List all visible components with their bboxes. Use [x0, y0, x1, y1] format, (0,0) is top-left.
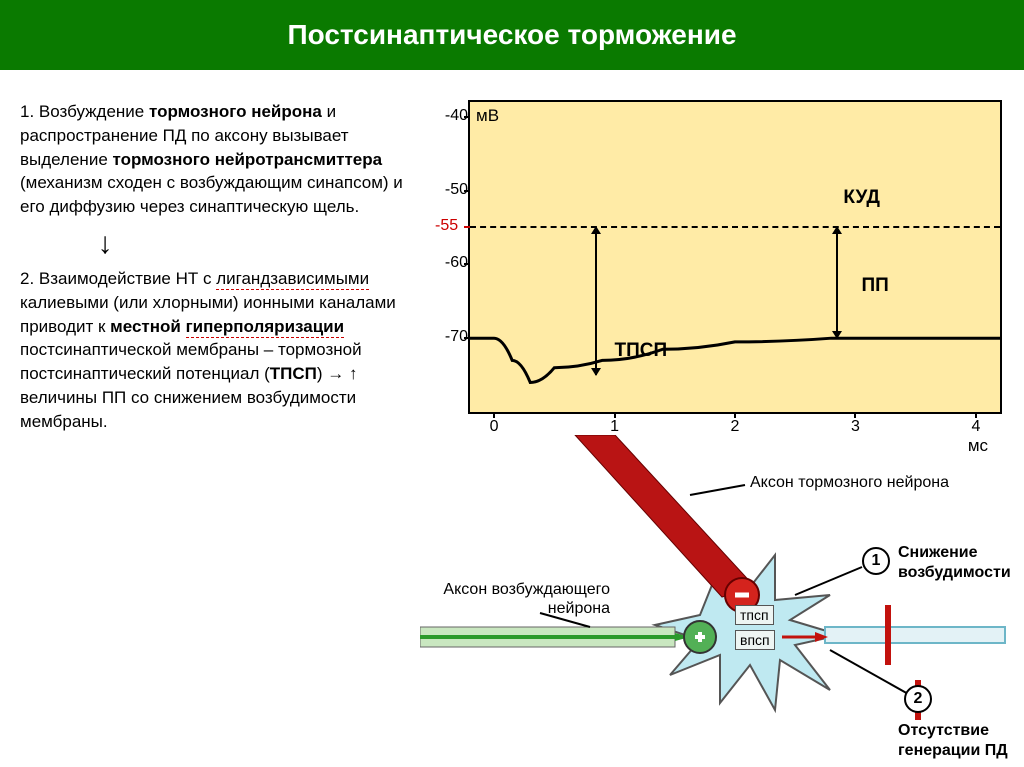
p2-red2: гиперполяризации: [186, 317, 344, 336]
xtick-label: 2: [731, 418, 740, 436]
chart-curve: [470, 102, 1000, 412]
text-column: 1. Возбуждение тормозного нейрона и расп…: [20, 100, 420, 444]
label-inhib-axon: Аксон тормозного нейрона: [750, 473, 949, 492]
kud-label: КУД: [843, 187, 879, 209]
tpsp-box: тпсп: [735, 605, 774, 625]
header: Постсинаптическое торможение: [0, 0, 1024, 70]
pointer-line-2: [830, 650, 910, 695]
label-nogen-b: генерации ПД: [898, 741, 1008, 760]
p2-red1: лигандзависимыми: [216, 269, 369, 288]
red-threshold-label: -55: [435, 217, 458, 235]
p1-bold2: тормозного нейротрансмиттера: [113, 150, 383, 169]
ytick-label: -60: [434, 254, 468, 272]
label-reduce-a: Снижение: [898, 543, 977, 562]
marker-1: 1: [862, 547, 890, 575]
point-1: 1. Возбуждение тормозного нейрона и расп…: [20, 100, 420, 219]
tpsp-chart: мВ мс -40-50-60-70-5501234КУДППТПСП: [468, 100, 1002, 414]
ytick-label: -70: [434, 328, 468, 346]
label-nogen-a: Отсутствие: [898, 721, 989, 740]
xtick-label: 1: [610, 418, 619, 436]
ytick-label: -50: [434, 181, 468, 199]
marker-2: 2: [904, 685, 932, 713]
xtick-label: 0: [490, 418, 499, 436]
figure-column: мВ мс -40-50-60-70-5501234КУДППТПСП: [420, 100, 1014, 444]
p1-bold1: тормозного нейрона: [149, 102, 327, 121]
content: 1. Возбуждение тормозного нейрона и расп…: [0, 70, 1024, 454]
ytick-label: -40: [434, 107, 468, 125]
synapse-diagram: Аксон тормозного нейрона Аксон возбуждаю…: [420, 435, 1010, 745]
page-title: Постсинаптическое торможение: [287, 19, 736, 51]
point-2: 2. Взаимодействие НТ с лигандзависимыми …: [20, 267, 420, 434]
xtick-label: 3: [851, 418, 860, 436]
label-reduce-b: возбудимости: [898, 563, 1011, 582]
pointer-line-inhib: [690, 485, 745, 495]
xtick-label: 4: [971, 418, 980, 436]
pointer-line-1: [795, 567, 862, 595]
p2-bold1: местной: [110, 317, 185, 336]
label-excit-axon-b: нейрона: [420, 599, 610, 618]
p2-lead: 2. Взаимодействие НТ с: [20, 269, 216, 288]
pp-label: ПП: [861, 275, 888, 297]
label-excit-axon-a: Аксон возбуждающего: [420, 580, 610, 599]
p1-tail: (механизм сходен с возбуждающим синапсом…: [20, 173, 403, 216]
p1-lead: 1. Возбуждение: [20, 102, 149, 121]
down-arrow-icon: ↓: [60, 229, 150, 259]
vpsp-box: впсп: [735, 630, 775, 650]
p2-bold2: ТПСП: [270, 364, 317, 383]
tpsp-label: ТПСП: [615, 340, 668, 362]
